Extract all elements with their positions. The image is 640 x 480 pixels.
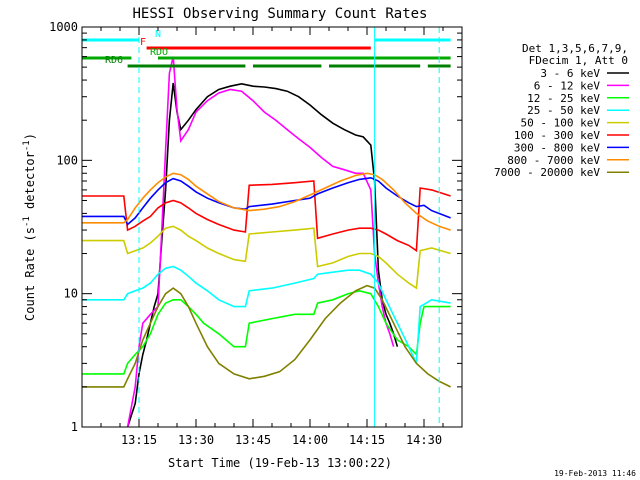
bar-label-f: F [140,37,146,48]
legend-label-4: 50 - 100 keV [521,117,601,130]
y-tick-label: 10 [64,287,78,301]
x-tick-label: 14:00 [292,433,328,447]
footer-timestamp: 19-Feb-2013 11:46 [554,469,636,478]
series-line-4 [82,225,451,290]
series-line-8 [82,284,451,388]
y-tick-label: 100 [56,153,78,167]
x-tick-label: 13:15 [121,433,157,447]
legend-label-6: 300 - 800 keV [514,141,600,154]
series-line-7 [82,172,451,231]
x-tick-label: 14:30 [406,433,442,447]
y-tick-label: 1000 [49,20,78,34]
legend-label-1: 6 - 12 keV [534,79,601,92]
y-axis-label-mid: detector [23,151,37,216]
y-axis-label-prefix: Count Rate (s [23,227,37,321]
x-tick-label: 13:45 [235,433,271,447]
y-axis-label-sup2: -1 [22,140,32,151]
bar-label-n: N [155,29,161,40]
series-line-5 [82,180,451,253]
legend-label-0: 3 - 6 keV [540,67,600,80]
series-line-3 [82,265,451,364]
legend-header-line-1: Det 1,3,5,6,7,9, [522,42,628,55]
y-axis-label-sup: -1 [22,216,32,227]
y-axis-label-suffix: ) [23,133,37,140]
x-axis: 13:15 13:30 13:45 14:00 14:15 14:30 [81,27,463,447]
legend-header-line-2: FDecim 1, Att 0 [529,54,628,67]
bar-label-rdo: RDO [150,47,168,58]
y-axis: 1 10 100 1000 [49,20,462,434]
x-axis-label: Start Time (19-Feb-13 13:00:22) [168,456,392,470]
x-tick-label: 14:15 [349,433,385,447]
chart-title: HESSI Observing Summary Count Rates [132,6,427,22]
series-line-1 [126,56,395,427]
y-tick-label: 1 [71,420,78,434]
legend: Det 1,3,5,6,7,9, FDecim 1, Att 0 3 - 6 k… [494,42,629,179]
mode-bars: NF RDO RD6 [82,29,451,68]
legend-label-7: 800 - 7000 keV [507,154,600,167]
legend-label-8: 7000 - 20000 keV [494,166,600,179]
legend-label-5: 100 - 300 keV [514,129,600,142]
vertical-markers [138,27,440,427]
y-axis-label: Count Rate (s-1 detector-1) [22,133,37,321]
bar-label-rd6: RD6 [105,55,123,66]
legend-label-2: 12 - 25 keV [527,92,600,105]
series-layer [82,56,451,427]
legend-label-3: 25 - 50 keV [527,104,600,117]
series-line-0 [126,82,399,427]
series-line-6 [82,176,451,226]
x-tick-label: 13:30 [178,433,214,447]
